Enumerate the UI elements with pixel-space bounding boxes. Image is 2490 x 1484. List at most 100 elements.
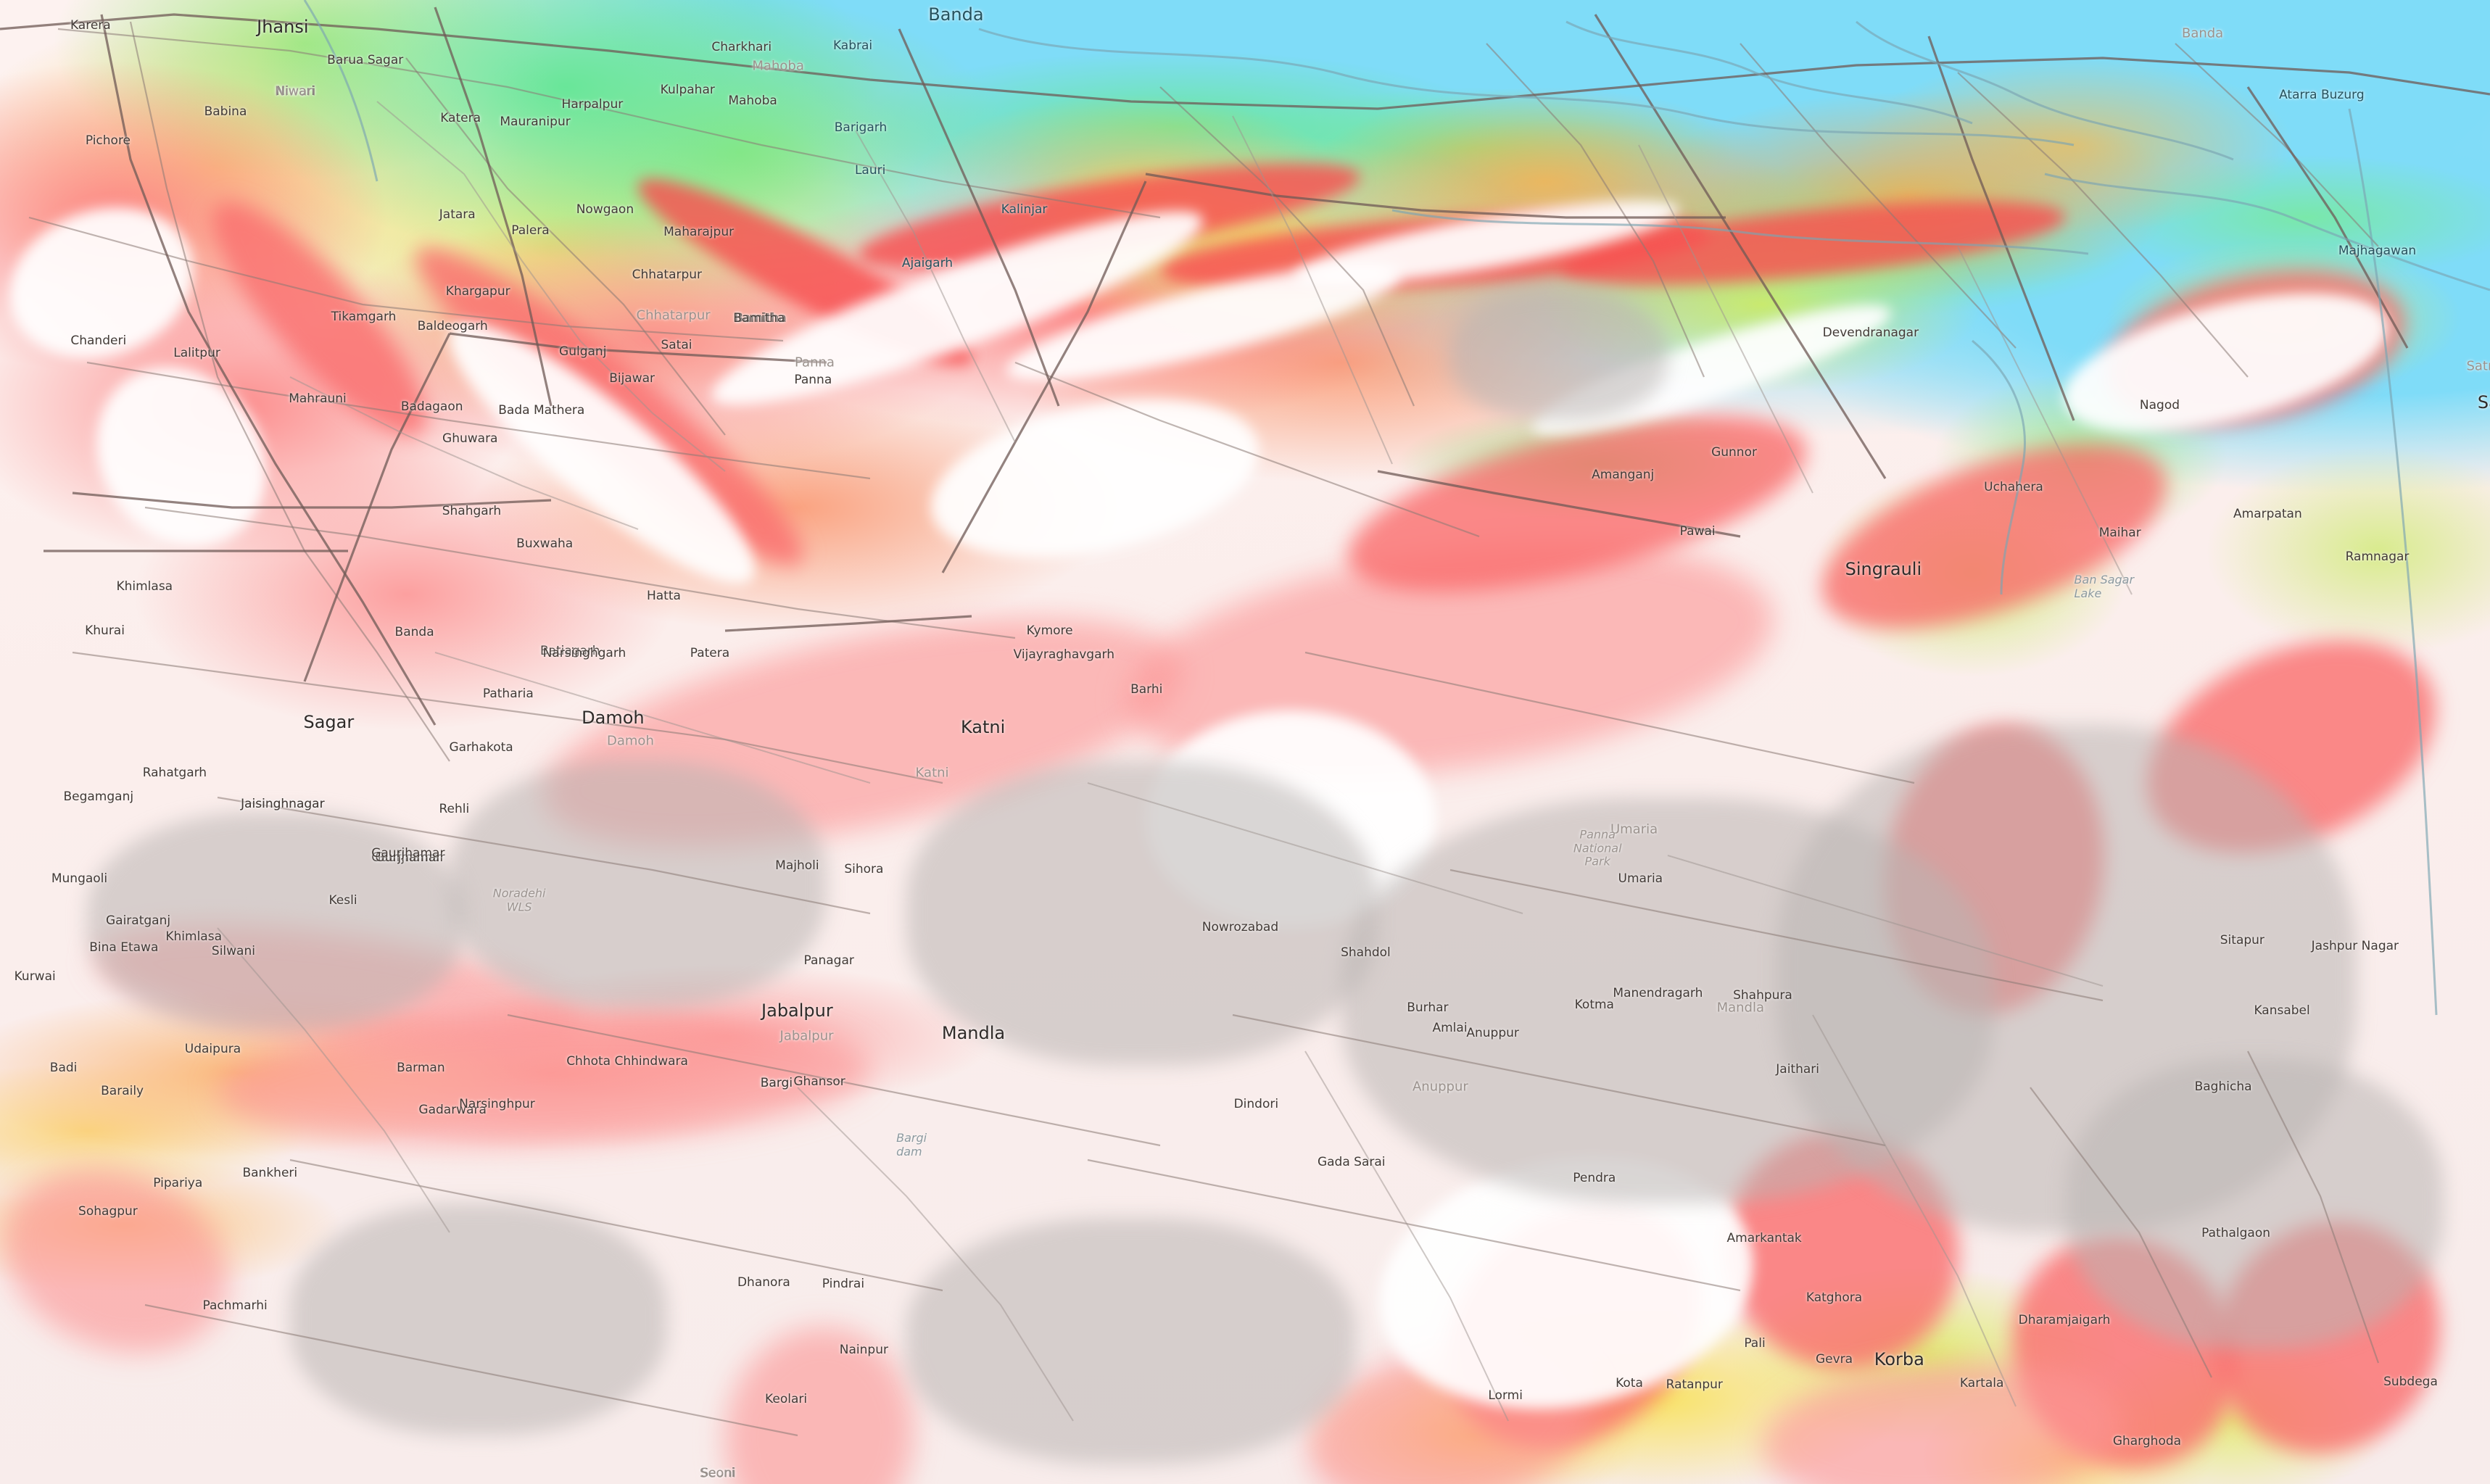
map-label-town[interactable]: Mahrauni [289,391,347,407]
map-label-town[interactable]: Khargapur [445,284,510,299]
map-label-town[interactable]: Barman [397,1060,445,1075]
map-label-town[interactable]: Pichore [85,133,131,148]
map-label-town[interactable]: Khimlasa [116,579,173,594]
map-label-town[interactable]: Majholi [775,858,819,874]
map-label-town[interactable]: Mauranipur [500,114,571,129]
map-label-major[interactable]: Jhansi [257,16,309,37]
map-label-town[interactable]: Kurwai [14,969,56,984]
map-label-town[interactable]: Barigarh [834,120,888,136]
map-label-town[interactable]: Gurjhamar [375,850,442,866]
map-label-town[interactable]: Nowrozabad [1201,920,1279,935]
map-label-town[interactable]: Tikamgarh [331,310,397,325]
map-label-town[interactable]: Gevra [1815,1352,1853,1367]
map-label-town[interactable]: Pathalgaon [2201,1226,2271,1241]
map-label-town[interactable]: Ratanpur [1666,1377,1723,1392]
map-label-town[interactable]: Amarkantak [1726,1230,1802,1245]
map-label-town[interactable]: Pindrai [822,1276,865,1291]
map-label-town[interactable]: Sitapur [2220,932,2264,948]
map-label-town[interactable]: Ajaigarh [901,256,954,271]
map-label-town[interactable]: Subdega [2383,1374,2438,1389]
map-label-town[interactable]: Garhakota [449,740,513,755]
map-label-town[interactable]: Niwari [276,84,315,99]
map-label-town[interactable]: Pachmarhi [202,1298,268,1314]
map-label-town[interactable]: Jaisinghnagar [241,797,325,812]
map-label-town[interactable]: Gada Sarai [1317,1155,1386,1170]
map-label-major[interactable]: Singrauli [1845,559,1922,580]
map-label-town[interactable]: Manendragarh [1613,986,1703,1001]
map-label-town[interactable]: Jashpur Nagar [2311,939,2399,954]
map-label-town[interactable]: Barhi [1130,681,1163,697]
map-label-town[interactable]: Umaria [1618,871,1663,886]
map-label-town[interactable]: Badagaon [400,399,463,415]
map-label-town[interactable]: Jatara [439,207,476,222]
map-label-town[interactable]: Kotma [1574,997,1614,1012]
map-label-town[interactable]: Amarpatan [2233,507,2302,522]
map-label-town[interactable]: Jaithari [1776,1061,1819,1077]
map-label-major[interactable]: Mandla [941,1022,1006,1043]
map-label-major[interactable]: Damoh [582,707,645,728]
map-label-town[interactable]: Ghuwara [442,431,498,446]
map-label-town[interactable]: Vijayraghavgarh [1013,647,1114,662]
map-label-town[interactable]: Anuppur [1466,1025,1519,1040]
map-label-town[interactable]: Atarra Buzurg [2279,87,2365,102]
map-label-town[interactable]: Nagod [2139,398,2180,413]
map-label-town[interactable]: Kulpahar [660,82,715,97]
map-label-town[interactable]: Narsinghgarh [542,645,626,660]
map-label-town[interactable]: Sihora [844,861,884,876]
map-label-town[interactable]: Narsinghpur [459,1096,535,1111]
map-label-town[interactable]: Jaisinghnagar [241,797,325,812]
map-label-town[interactable]: Buxwaha [516,536,574,552]
map-label-town[interactable]: Harpalpur [561,96,624,112]
map-label-town[interactable]: Kartala [1959,1375,2004,1390]
map-label-town[interactable]: Keolari [765,1391,808,1406]
map-label-town[interactable]: Devendranagar [1822,325,1919,340]
map-label-town[interactable]: Dhanora [737,1274,790,1290]
map-label-town[interactable]: Kymore [1026,623,1073,639]
map-label-town[interactable]: Kesli [328,893,357,908]
map-label-town[interactable]: Ramnagar [2345,549,2410,564]
map-label-town[interactable]: Nowgaon [576,202,634,217]
map-label-town[interactable]: Patharia [482,687,534,702]
map-label-town[interactable]: Karera [70,17,111,33]
map-label-town[interactable]: Bina Etawa [89,940,159,956]
map-label-town[interactable]: Panna [794,373,832,388]
map-label-town[interactable]: Charkhari [711,40,772,55]
map-label-town[interactable]: Patera [690,645,730,660]
map-label-town[interactable]: Bargi [760,1076,793,1091]
map-label-town[interactable]: Baldeogarh [417,319,488,334]
map-label-major[interactable]: Korba [1874,1349,1924,1370]
map-label-town[interactable]: Nainpur [839,1343,888,1358]
map-label-town[interactable]: Shahgarh [442,503,502,518]
map-label-town[interactable]: Bamitha [735,311,787,326]
map-label-town[interactable]: Bijawar [609,371,655,386]
map-label-town[interactable]: Maihar [2098,526,2141,541]
map-label-town[interactable]: Rahatgarh [142,765,207,780]
map-label-major[interactable]: Banda [928,4,984,25]
map-label-town[interactable]: Mungaoli [51,871,108,886]
map-label-town[interactable]: Silwani [211,943,255,958]
map-label-town[interactable]: Lalitpur [173,346,220,361]
map-label-town[interactable]: Gharghoda [2112,1434,2182,1449]
map-label-town[interactable]: Bargi [760,1076,793,1091]
map-label-town[interactable]: Amlai [1432,1021,1468,1036]
map-label-town[interactable]: Lormi [1488,1388,1523,1404]
map-label-town[interactable]: Mahoba [728,94,777,109]
map-label-town[interactable]: Katera [440,111,481,126]
map-label-town[interactable]: Babina [204,104,247,120]
map-label-town[interactable]: Gadarwara [418,1103,487,1118]
map-label-town[interactable]: Amanganj [1592,467,1655,482]
map-label-town[interactable]: Hatta [646,589,681,604]
map-label-town[interactable]: Banda [394,625,434,640]
map-label-town[interactable]: Baraily [101,1084,144,1099]
map-label-town[interactable]: Shahdol [1341,945,1391,960]
map-label-town[interactable]: Khurai [85,623,125,639]
map-label-major[interactable]: Jabalpur [761,1000,833,1021]
map-label-town[interactable]: Khimlasa [165,929,222,945]
map-label-town[interactable]: Barua Sagar [327,52,404,67]
map-label-town[interactable]: Uchahera [1984,480,2043,495]
map-label-town[interactable]: Katghora [1806,1290,1863,1306]
map-label-town[interactable]: Dindori [1233,1096,1279,1111]
map-label-major[interactable]: Sagar [303,712,355,733]
map-label-town[interactable]: Seoni [700,1465,735,1480]
